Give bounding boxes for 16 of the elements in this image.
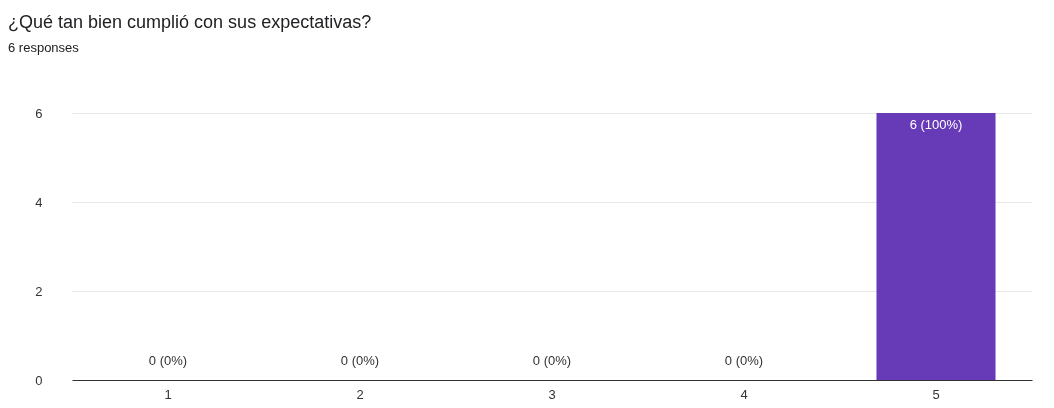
y-tick-label: 6 [35,105,43,121]
chart-title: ¿Qué tan bien cumplió con sus expectativas? [8,12,372,32]
x-tick-label: 4 [740,386,748,402]
x-tick-label: 2 [356,386,364,402]
data-label: 0 (0%) [148,353,188,368]
y-tick-label: 0 [35,372,43,388]
data-label: 0 (0%) [340,353,380,368]
x-tick-label: 5 [932,386,940,402]
y-tick-label: 2 [35,283,43,299]
x-tick-label: 1 [164,386,172,402]
chart-subtitle: 6 responses [8,40,80,55]
x-tick-label: 3 [548,386,556,402]
data-label: 6 (100%) [909,117,963,132]
data-label: 0 (0%) [532,353,572,368]
data-label: 0 (0%) [724,353,764,368]
y-tick-label: 4 [35,194,43,210]
